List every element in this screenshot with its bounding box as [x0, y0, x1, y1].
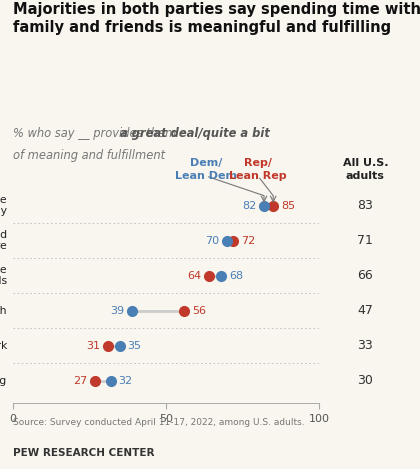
Text: 27: 27	[74, 376, 88, 386]
Text: 82: 82	[242, 201, 256, 211]
Text: 56: 56	[192, 306, 206, 316]
Text: of meaning and fulfillment: of meaning and fulfillment	[13, 149, 165, 162]
Text: 30: 30	[357, 374, 373, 387]
Text: 39: 39	[110, 306, 124, 316]
Text: PEW RESEARCH CENTER: PEW RESEARCH CENTER	[13, 448, 154, 458]
Text: 70: 70	[205, 235, 220, 246]
Text: % who say __ provides them: % who say __ provides them	[13, 127, 180, 140]
Text: 33: 33	[357, 339, 373, 352]
Text: All U.S.
adults: All U.S. adults	[343, 158, 388, 181]
Text: 47: 47	[357, 304, 373, 317]
Text: 72: 72	[241, 235, 255, 246]
Text: 83: 83	[357, 199, 373, 212]
Text: 68: 68	[229, 271, 243, 280]
Text: 32: 32	[118, 376, 132, 386]
Text: a great deal/quite a bit: a great deal/quite a bit	[120, 127, 270, 140]
Text: 66: 66	[357, 269, 373, 282]
Text: 64: 64	[187, 271, 201, 280]
Text: Majorities in both parties say spending time with
family and friends is meaningf: Majorities in both parties say spending …	[13, 2, 420, 35]
Text: Source: Survey conducted April 11-17, 2022, among U.S. adults.: Source: Survey conducted April 11-17, 20…	[13, 418, 304, 427]
Text: 35: 35	[128, 340, 142, 351]
Text: 85: 85	[281, 201, 295, 211]
Text: Dem/
Lean Dem: Dem/ Lean Dem	[175, 158, 237, 181]
Text: 31: 31	[86, 340, 100, 351]
Text: 71: 71	[357, 234, 373, 247]
Text: Rep/
Lean Rep: Rep/ Lean Rep	[229, 158, 287, 181]
